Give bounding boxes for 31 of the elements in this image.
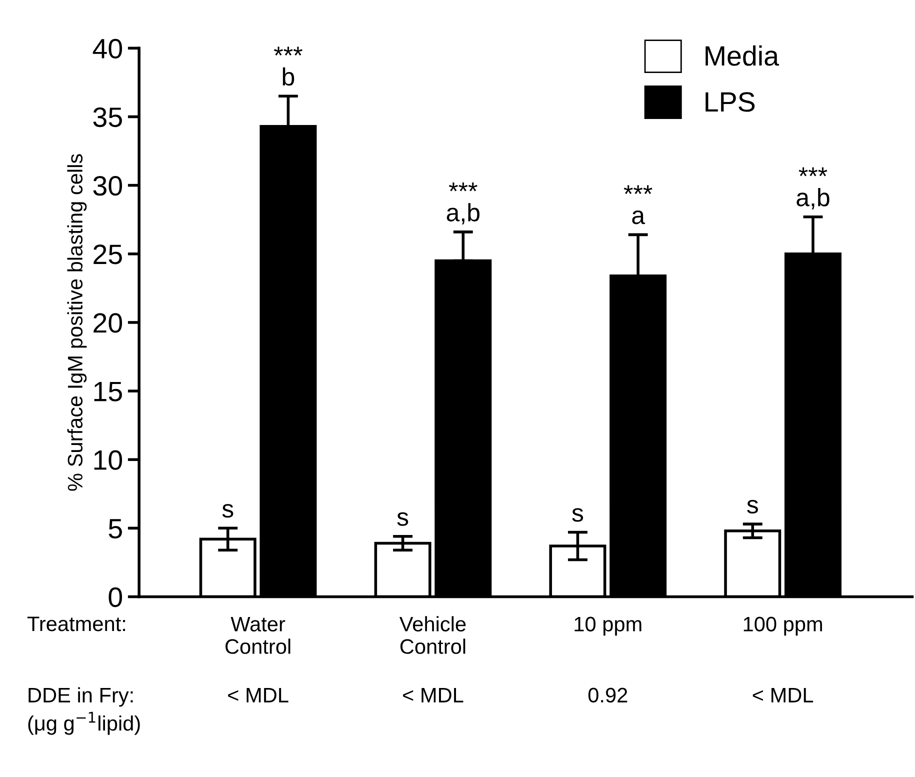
text: DDE in Fry:: [28, 687, 133, 707]
y-tick-label: 35: [93, 107, 122, 128]
y-tick-label: 25: [94, 244, 122, 264]
y-tick-label: 15: [94, 382, 122, 402]
text: < MDL: [752, 688, 814, 702]
y-tick-label: 30: [93, 176, 122, 196]
data-label: s: [222, 504, 234, 518]
y-tick-label: 0: [108, 587, 122, 608]
legend-label: LPS: [706, 92, 755, 112]
text: 0.92: [588, 688, 628, 703]
x-tick-label: 10 ppm: [574, 616, 642, 636]
text: < MDL: [403, 688, 464, 702]
y-tick-label: 20: [94, 313, 122, 333]
data-label: *** a,b: [796, 167, 830, 210]
y-axis-title: % Surface IgM positive blasting cells: [67, 154, 87, 491]
text: < MDL: [228, 688, 288, 702]
data-label: *** a,b: [446, 182, 480, 224]
data-label: *** b: [274, 46, 302, 86]
y-tick-label: 40: [92, 38, 122, 59]
data-label: *** a: [624, 185, 652, 224]
y-tick-label: 10: [94, 450, 122, 470]
data-label: s: [572, 508, 584, 522]
x-tick-label: Water Control: [226, 616, 290, 654]
text: (μg g$^{−1}$lipid): [28, 712, 140, 735]
x-tick-label: 100 ppm: [744, 616, 822, 636]
data-label: s: [747, 500, 758, 514]
legend-label: Media: [706, 45, 780, 66]
data-label: s: [397, 512, 408, 526]
x-axis-title: Treatment:: [27, 616, 126, 632]
x-tick-label: Vehicle Control: [399, 616, 466, 654]
y-tick-label: 5: [108, 519, 122, 539]
